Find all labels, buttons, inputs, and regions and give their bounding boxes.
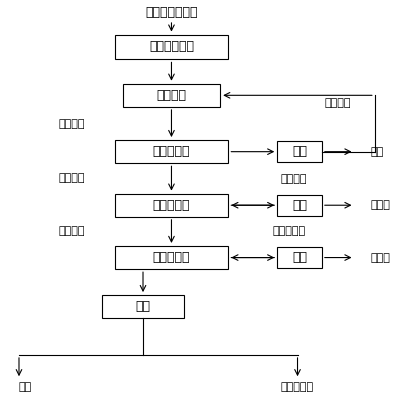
Text: 喷淋破碎: 喷淋破碎 xyxy=(157,89,186,102)
Bar xyxy=(277,195,322,216)
Bar xyxy=(115,34,228,59)
Bar xyxy=(123,84,220,107)
Text: 钴酸锂: 钴酸锂 xyxy=(371,252,390,263)
Text: 铜铝混合物: 铜铝混合物 xyxy=(281,382,314,392)
Text: 钴酸锂: 钴酸锂 xyxy=(371,200,390,210)
Text: 浮选: 浮选 xyxy=(135,300,151,313)
Text: 密闭输送: 密闭输送 xyxy=(59,119,85,129)
Text: 过滤: 过滤 xyxy=(292,145,307,158)
Text: 清洗水回用: 清洗水回用 xyxy=(273,226,306,236)
Bar xyxy=(115,194,228,217)
Text: 碳粉: 碳粉 xyxy=(371,147,384,157)
Bar xyxy=(102,295,184,318)
Bar xyxy=(115,246,228,269)
Text: 塑料: 塑料 xyxy=(19,382,32,392)
Text: 密闭输送: 密闭输送 xyxy=(59,226,85,236)
Text: 废旧锂离子电池: 废旧锂离子电池 xyxy=(145,6,198,19)
Bar xyxy=(277,247,322,268)
Text: 过滤: 过滤 xyxy=(292,251,307,264)
Text: 过滤: 过滤 xyxy=(292,199,307,212)
Text: 循环喷淋: 循环喷淋 xyxy=(325,98,351,108)
Text: 碳酸氢钠浸泡: 碳酸氢钠浸泡 xyxy=(149,40,194,53)
Bar xyxy=(277,141,322,162)
Text: 钴酸锂清洗: 钴酸锂清洗 xyxy=(153,251,190,264)
Text: 钴酸锂剥离: 钴酸锂剥离 xyxy=(153,199,190,212)
Bar xyxy=(115,140,228,163)
Text: 补碱回用: 补碱回用 xyxy=(280,174,307,184)
Text: 密闭输送: 密闭输送 xyxy=(59,173,85,183)
Text: 电解液清洗: 电解液清洗 xyxy=(153,145,190,158)
